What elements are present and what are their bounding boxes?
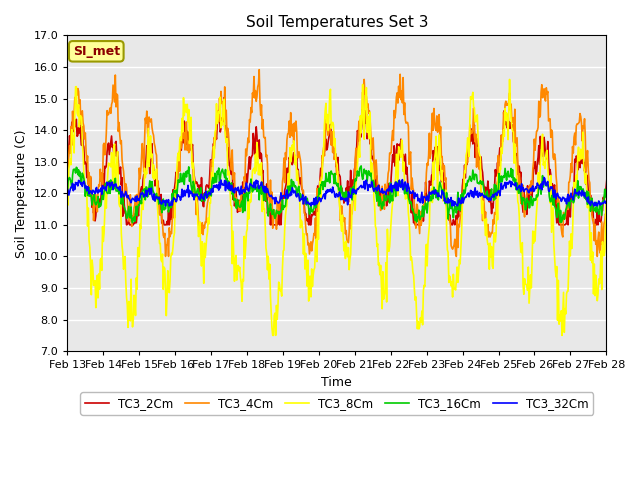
TC3_32Cm <box>447 194 455 200</box>
TC3_2Cm <box>289 162 296 168</box>
TC3_2Cm <box>220 95 228 101</box>
TC3_32Cm <box>639 190 640 196</box>
TC3_2Cm <box>238 204 246 209</box>
TC3_32Cm <box>540 175 548 180</box>
TC3_16Cm <box>357 163 365 169</box>
TC3_8Cm <box>447 283 455 289</box>
TC3_32Cm <box>63 186 71 192</box>
TC3_8Cm <box>506 77 513 83</box>
TC3_4Cm <box>267 177 275 183</box>
TC3_32Cm <box>287 192 295 198</box>
TC3_32Cm <box>237 183 245 189</box>
TC3_2Cm <box>448 222 456 228</box>
Line: TC3_16Cm: TC3_16Cm <box>67 166 640 223</box>
TC3_4Cm <box>131 202 139 208</box>
TC3_4Cm <box>416 231 424 237</box>
TC3_16Cm <box>132 210 140 216</box>
TC3_8Cm <box>63 188 71 194</box>
Line: TC3_32Cm: TC3_32Cm <box>67 178 640 206</box>
TC3_2Cm <box>132 210 140 216</box>
X-axis label: Time: Time <box>321 376 352 389</box>
Title: Soil Temperatures Set 3: Soil Temperatures Set 3 <box>246 15 428 30</box>
TC3_32Cm <box>415 196 422 202</box>
TC3_2Cm <box>416 222 424 228</box>
TC3_16Cm <box>287 177 295 182</box>
TC3_16Cm <box>448 200 456 206</box>
TC3_16Cm <box>639 182 640 188</box>
TC3_4Cm <box>448 245 456 251</box>
TC3_32Cm <box>162 203 170 209</box>
TC3_16Cm <box>63 191 71 196</box>
TC3_8Cm <box>131 300 139 306</box>
Line: TC3_2Cm: TC3_2Cm <box>67 98 640 225</box>
TC3_8Cm <box>639 172 640 178</box>
TC3_2Cm <box>267 222 275 228</box>
TC3_4Cm <box>255 67 263 72</box>
Line: TC3_8Cm: TC3_8Cm <box>67 80 640 336</box>
Line: TC3_4Cm: TC3_4Cm <box>67 70 640 256</box>
TC3_4Cm <box>63 187 71 192</box>
TC3_8Cm <box>237 275 244 280</box>
TC3_16Cm <box>266 207 273 213</box>
TC3_16Cm <box>416 217 424 223</box>
Legend: TC3_2Cm, TC3_4Cm, TC3_8Cm, TC3_16Cm, TC3_32Cm: TC3_2Cm, TC3_4Cm, TC3_8Cm, TC3_16Cm, TC3… <box>81 392 593 415</box>
TC3_4Cm <box>162 253 170 259</box>
TC3_4Cm <box>289 133 296 139</box>
TC3_2Cm <box>63 156 71 162</box>
TC3_16Cm <box>129 220 136 226</box>
TC3_2Cm <box>123 222 131 228</box>
TC3_32Cm <box>266 193 273 199</box>
TC3_8Cm <box>415 326 422 332</box>
TC3_4Cm <box>639 183 640 189</box>
TC3_16Cm <box>237 200 245 206</box>
TC3_8Cm <box>269 333 276 338</box>
TC3_8Cm <box>287 154 295 159</box>
Text: SI_met: SI_met <box>73 45 120 58</box>
Y-axis label: Soil Temperature (C): Soil Temperature (C) <box>15 129 28 257</box>
TC3_4Cm <box>237 186 245 192</box>
TC3_32Cm <box>131 198 139 204</box>
TC3_2Cm <box>639 146 640 152</box>
TC3_8Cm <box>265 276 273 282</box>
